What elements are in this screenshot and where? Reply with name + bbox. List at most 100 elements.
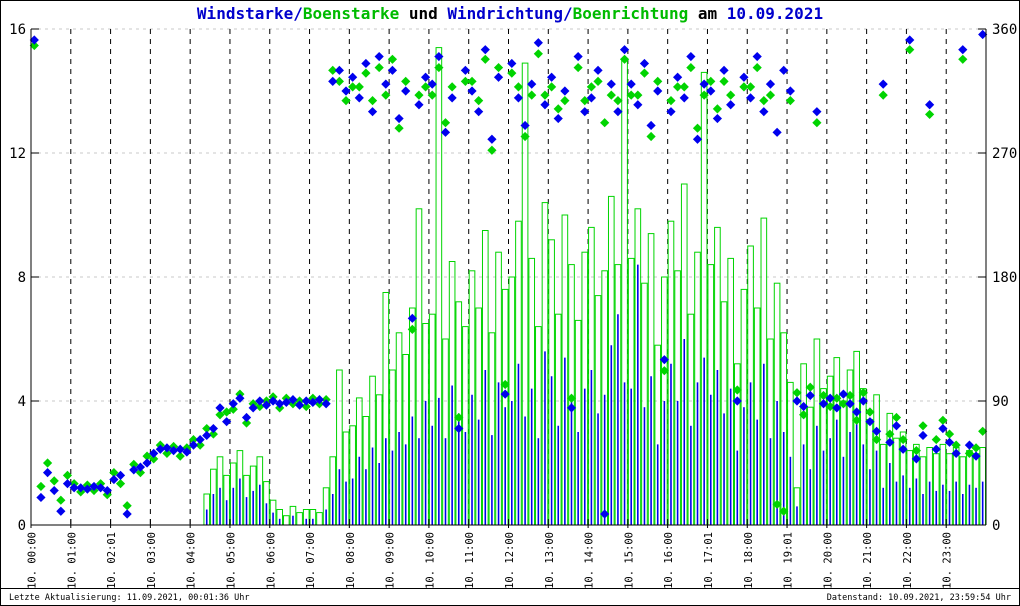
y-left-tick-label: 4 <box>18 394 26 410</box>
wind-direction-point <box>527 79 537 89</box>
title-segment: Windrichtung/ <box>447 4 573 23</box>
wind-direction-point <box>719 65 729 75</box>
gust-direction-point <box>799 410 809 420</box>
wind-direction-point <box>673 72 683 82</box>
wind-direction-point <box>109 474 119 485</box>
wind-direction-point <box>440 127 451 137</box>
wind-direction-point <box>135 462 146 472</box>
gust-direction-point <box>367 96 378 106</box>
gust-direction-point <box>666 96 676 106</box>
gust-direction-point <box>686 62 696 73</box>
wind-direction-point <box>812 107 822 117</box>
gust-direction-point <box>911 446 921 456</box>
wind-direction-point <box>646 120 656 131</box>
x-tick-label: 10. 04:00 <box>186 532 198 589</box>
wind-direction-point <box>891 421 902 431</box>
wind-direction-point <box>334 65 344 75</box>
gust-direction-point <box>812 118 822 128</box>
wind-direction-point <box>951 448 961 458</box>
wind-direction-point <box>659 355 669 365</box>
wind-direction-point <box>348 72 358 82</box>
gust-direction-point <box>858 388 868 398</box>
gust-direction-point <box>759 96 769 106</box>
wind-direction-point <box>89 481 99 492</box>
gust-direction-point <box>109 468 119 478</box>
gust-direction-point <box>162 448 172 458</box>
wind-direction-point <box>852 407 862 417</box>
wind-direction-point <box>759 107 769 117</box>
gust-direction-point <box>228 404 238 414</box>
wind-direction-point <box>248 403 258 413</box>
y-right-tick-label: 270 <box>992 146 1017 162</box>
wind-direction-point <box>805 390 815 401</box>
gust-direction-point <box>36 481 46 492</box>
gust-direction-point <box>878 90 888 100</box>
wind-direction-point <box>818 399 829 409</box>
wind-direction-point <box>765 79 776 89</box>
wind-direction-point <box>500 389 510 399</box>
wind-direction-point <box>215 403 225 413</box>
gust-direction-point <box>871 434 882 445</box>
x-tick-label: 10. 11:00 <box>464 532 476 589</box>
wind-direction-point <box>845 399 855 409</box>
wind-direction-point <box>772 127 782 137</box>
wind-direction-point <box>513 93 524 103</box>
gust-direction-point <box>779 506 789 516</box>
wind-direction-point <box>149 448 159 458</box>
x-tick-label: 10. 03:00 <box>146 532 158 589</box>
wind-direction-point <box>288 395 298 405</box>
wind-direction-point <box>49 485 59 496</box>
wind-direction-point <box>732 396 742 406</box>
wind-direction-point <box>474 107 484 117</box>
gust-direction-point <box>467 76 477 86</box>
gust-direction-point <box>341 96 351 106</box>
wind-direction-point <box>434 51 444 62</box>
gust-direction-point <box>533 49 543 59</box>
gust-direction-point <box>255 401 265 412</box>
y-left-tick-label: 16 <box>9 22 26 38</box>
wind-direction-point <box>619 45 630 55</box>
wind-direction-point <box>971 451 981 461</box>
title-segment: 10.09.2021 <box>726 4 824 23</box>
gust-direction-point <box>440 118 451 128</box>
wind-direction-point <box>799 401 809 412</box>
gust-direction-point <box>712 104 723 114</box>
gust-direction-point <box>222 407 232 417</box>
gust-direction-point <box>387 54 398 64</box>
gust-direction-point <box>427 90 437 100</box>
wind-direction-point <box>454 423 464 434</box>
wind-direction-point <box>401 86 411 96</box>
wind-direction-point <box>182 447 192 457</box>
wind-direction-point <box>268 396 278 406</box>
gust-direction-point <box>401 76 411 86</box>
data-timestamp-text: Datenstand: 10.09.2021, 23:59:54 Uhr <box>826 593 1011 603</box>
wind-direction-point <box>865 417 875 427</box>
wind-direction-point <box>573 51 583 62</box>
gust-direction-point <box>772 499 782 509</box>
wind-direction-point <box>593 65 603 75</box>
wind-direction-point <box>36 492 46 503</box>
gust-direction-point <box>56 495 66 505</box>
gust-direction-point <box>971 443 981 453</box>
x-tick-label: 10. 16:00 <box>663 532 675 589</box>
gust-direction-point <box>520 131 530 142</box>
gust-direction-point <box>142 451 152 461</box>
gust-direction-point <box>447 82 457 92</box>
x-tick-label: 10. 09:00 <box>385 532 397 589</box>
gust-direction-point <box>394 123 404 133</box>
gust-direction-point <box>29 40 39 51</box>
wind-direction-point <box>294 400 305 410</box>
wind-direction-point <box>871 426 882 436</box>
wind-direction-point <box>301 396 311 406</box>
x-tick-label: 10. 19:01 <box>783 532 795 589</box>
gust-direction-point <box>560 96 570 106</box>
wind-direction-point <box>142 458 152 468</box>
footer-bar: Letzte Aktualisierung: 11.09.2021, 00:01… <box>1 588 1019 605</box>
gust-direction-point <box>507 68 517 78</box>
wind-direction-point <box>275 399 285 409</box>
gust-direction-point <box>905 45 915 55</box>
wind-direction-point <box>129 465 139 475</box>
wind-direction-point <box>832 403 842 413</box>
wind-direction-point <box>228 399 238 409</box>
